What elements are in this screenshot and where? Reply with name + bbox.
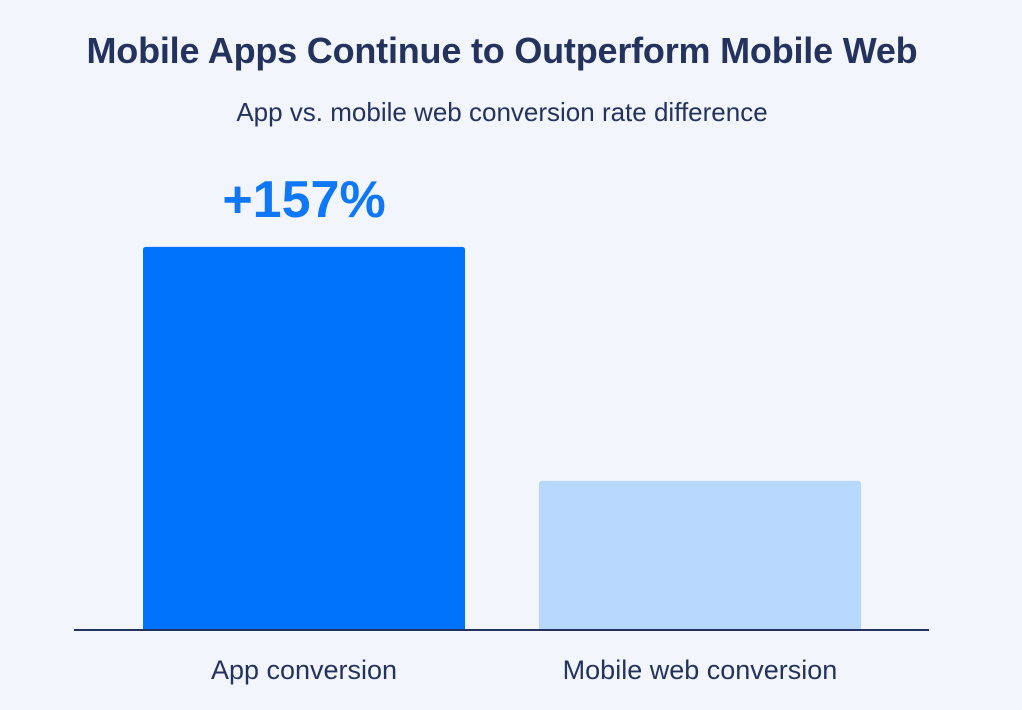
- data-label: +157%: [222, 171, 385, 229]
- chart-title: Mobile Apps Continue to Outperform Mobil…: [86, 30, 918, 71]
- x-tick-label: Mobile web conversion: [563, 655, 838, 685]
- chart-subtitle: App vs. mobile web conversion rate diffe…: [236, 97, 768, 127]
- bar-app-conversion: [143, 246, 465, 630]
- x-tick-label: App conversion: [211, 655, 397, 685]
- bar-mobile-web-conversion: [539, 480, 861, 630]
